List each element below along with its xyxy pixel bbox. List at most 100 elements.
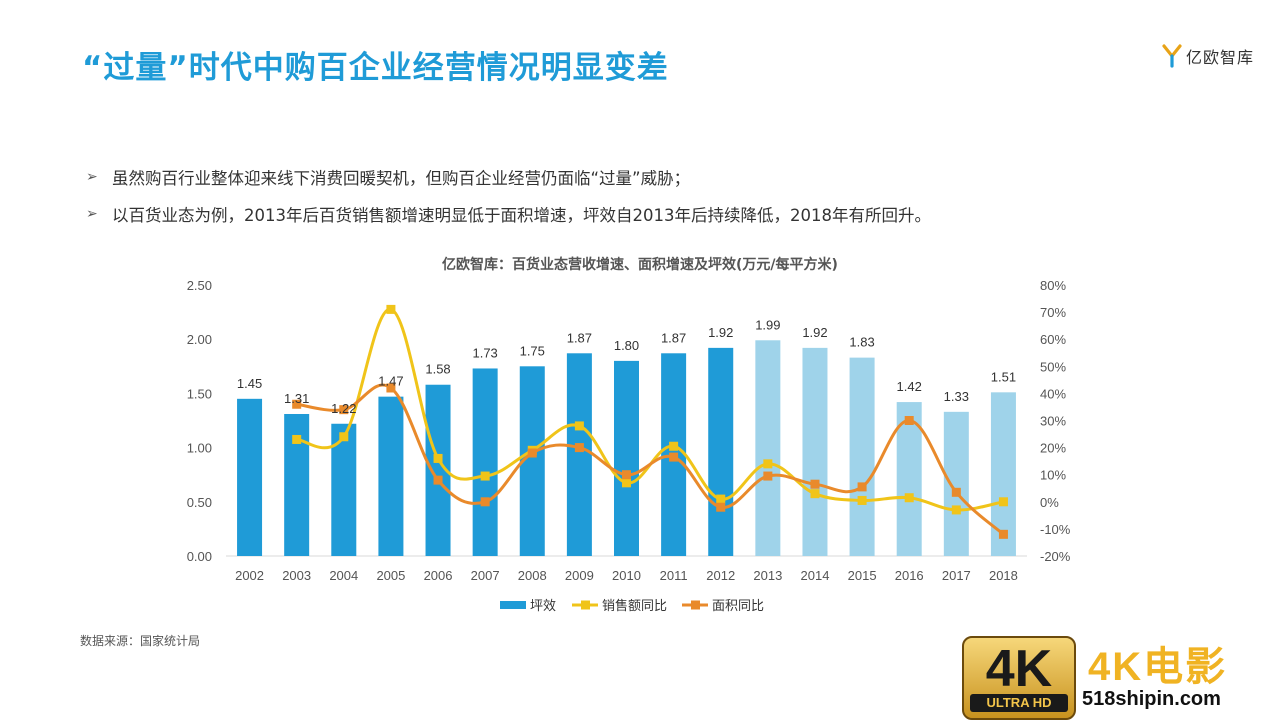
x-tick-label: 2009	[565, 568, 594, 583]
series-marker-area	[339, 405, 349, 415]
series-marker-sales	[857, 495, 867, 505]
legend-label: 坪效	[530, 599, 556, 614]
series-marker-area	[669, 452, 679, 462]
right-axis-tick-label: 60%	[1040, 332, 1066, 347]
x-tick-label: 2007	[471, 568, 500, 583]
series-marker-sales	[574, 421, 584, 431]
series-marker-sales	[480, 471, 490, 481]
bar-2005	[378, 396, 404, 556]
brand-logo: 亿欧智库	[1162, 44, 1254, 68]
bar-2010	[614, 360, 639, 556]
legend-label: 销售额同比	[602, 598, 667, 614]
logo-y-icon	[1162, 44, 1182, 68]
x-tick-label: 2015	[848, 568, 877, 583]
series-marker-area	[998, 529, 1008, 539]
bar-value-label: 1.92	[708, 325, 733, 340]
series-marker-sales	[763, 459, 773, 469]
combo-chart: 0.00 0.50 1.00 1.50 2.00 2.50 -20% -10% 0% 10% 20%…	[187, 278, 1071, 614]
bullet-item: ➢ 以百货业态为例，2013年后百货销售额增速明显低于面积增速，坪效自2013年…	[86, 195, 931, 232]
arrow-bullet-icon: ➢	[86, 205, 98, 222]
x-tick-label: 2006	[424, 568, 453, 583]
series-marker-area	[857, 482, 867, 492]
right-axis-tick-label: 50%	[1040, 359, 1066, 374]
bar-2012	[708, 347, 734, 556]
series-marker-sales	[810, 489, 820, 499]
series-marker-sales	[998, 497, 1008, 507]
watermark-title: 4K电影	[1088, 645, 1228, 689]
right-axis-tick-label: 40%	[1040, 386, 1066, 401]
bar-value-label: 1.83	[849, 335, 874, 350]
series-marker-sales	[339, 432, 349, 442]
series-marker-area	[810, 479, 820, 489]
bar-value-label: 1.87	[661, 330, 686, 345]
bar-value-label: 1.99	[755, 317, 780, 332]
x-tick-label: 2002	[235, 568, 264, 583]
right-axis-tick-label: -20%	[1040, 549, 1071, 564]
x-tick-label: 2004	[329, 568, 358, 583]
series-marker-sales	[622, 478, 631, 488]
x-tick-label: 2017	[942, 568, 971, 583]
bar-2013	[755, 340, 781, 556]
x-tick-label: 2016	[895, 568, 924, 583]
x-tick-label: 2005	[376, 568, 405, 583]
arrow-bullet-icon: ➢	[86, 168, 98, 185]
bar-value-label: 1.42	[897, 379, 922, 394]
series-marker-sales	[386, 304, 396, 314]
left-axis-tick-label: 2.50	[187, 278, 212, 293]
left-axis-tick-label: 0.00	[187, 549, 212, 564]
x-tick-label: 2011	[660, 568, 688, 583]
right-axis-tick-label: 20%	[1040, 441, 1066, 456]
left-axis-tick-label: 1.50	[187, 386, 212, 401]
right-axis-tick-label: 0%	[1040, 495, 1059, 510]
right-axis-tick-label: 30%	[1040, 414, 1066, 429]
x-tick-label: 2013	[753, 568, 782, 583]
bar-value-label: 1.75	[520, 343, 545, 358]
series-line-area	[296, 383, 1005, 536]
right-axis-tick-label: 80%	[1040, 278, 1066, 293]
series-marker-sales	[716, 494, 726, 504]
watermark: 4K ULTRA HD 4K电影 518shipin.com	[960, 632, 1280, 720]
series-marker-area	[951, 487, 961, 497]
bar-value-label: 1.80	[614, 338, 639, 353]
watermark-url: 518shipin.com	[1082, 688, 1221, 710]
bar-2015	[849, 357, 875, 556]
series-marker-area	[622, 470, 631, 480]
series-marker-sales	[292, 434, 302, 444]
right-axis-tick-label: 70%	[1040, 305, 1066, 320]
series-marker-area	[574, 443, 584, 453]
series-marker-area	[527, 448, 537, 458]
bar-2009	[566, 353, 592, 556]
left-axis-tick-label: 0.50	[187, 495, 212, 510]
bar-value-label: 1.45	[237, 376, 262, 391]
series-marker-area	[433, 475, 443, 485]
bullet-text: 以百货业态为例，2013年后百货销售额增速明显低于面积增速，坪效自2013年后持…	[112, 205, 931, 225]
series-marker-sales	[669, 441, 679, 451]
bar-value-label: 1.31	[284, 391, 309, 406]
right-axis-tick-label: 10%	[1040, 468, 1066, 483]
bar-2014	[802, 347, 828, 556]
page-title: “过量”时代中购百企业经营情况明显变差	[82, 50, 669, 86]
series-marker-area	[480, 497, 490, 507]
bar-2016	[896, 402, 922, 556]
x-tick-label: 2012	[706, 568, 735, 583]
bar-value-label: 1.58	[425, 362, 450, 377]
badge-subtitle: ULTRA HD	[970, 694, 1068, 712]
series-marker-sales	[433, 453, 443, 463]
series-marker-area	[763, 471, 773, 481]
data-source: 数据来源：国家统计局	[80, 634, 201, 648]
x-tick-label: 2018	[989, 568, 1018, 583]
series-marker-area	[716, 502, 726, 512]
right-axis-tick-label: -10%	[1040, 522, 1071, 537]
legend-swatch-marker	[581, 600, 590, 610]
legend-label: 面积同比	[712, 599, 764, 614]
watermark-badge: 4K ULTRA HD	[962, 636, 1076, 720]
legend-swatch-marker	[691, 600, 700, 610]
x-tick-label: 2010	[612, 568, 641, 583]
series-marker-area	[292, 399, 302, 409]
series-marker-sales	[904, 493, 914, 503]
series-marker-area	[386, 383, 396, 393]
logo-text: 亿欧智库	[1186, 48, 1255, 67]
x-tick-label: 2008	[518, 568, 547, 583]
bar-value-label: 1.51	[991, 369, 1016, 384]
series-marker-sales	[951, 505, 961, 515]
